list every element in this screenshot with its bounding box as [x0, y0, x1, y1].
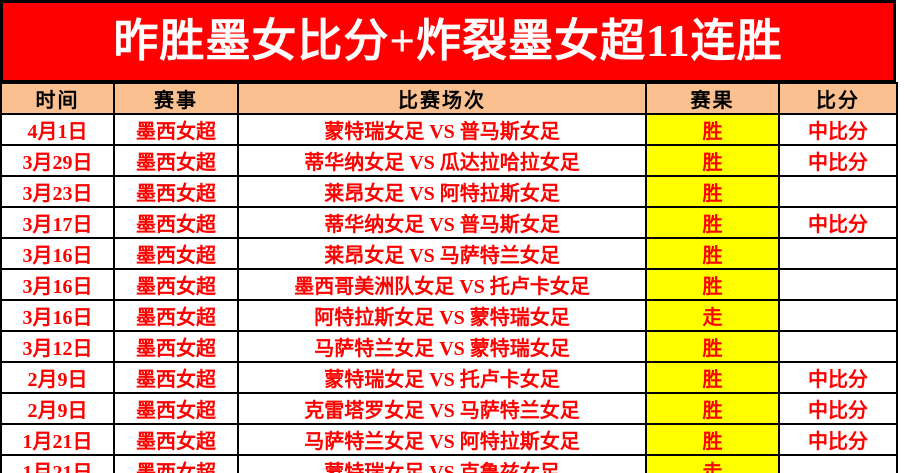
score-cell: 中比分	[778, 113, 898, 146]
table-row: 2月9日 墨西女超 克雷塔罗女足 VS 马萨特兰女足胜中比分	[0, 392, 898, 425]
result-cell: 走	[645, 299, 780, 332]
match-cell: 马萨特兰女足 VS 蒙特瑞女足	[237, 330, 647, 363]
match-cell: 蒙特瑞女足 VS 克鲁兹女足	[237, 454, 647, 473]
match-cell: 蒂华纳女足 VS 普马斯女足	[237, 206, 647, 239]
date-cell: 2月9日	[0, 392, 115, 425]
result-cell: 走	[645, 454, 780, 473]
date-cell: 1月21日	[0, 423, 115, 456]
match-cell: 克雷塔罗女足 VS 马萨特兰女足	[237, 392, 647, 425]
date-cell: 3月16日	[0, 237, 115, 270]
result-cell: 胜	[645, 361, 780, 394]
league-cell: 墨西女超	[113, 361, 239, 394]
match-cell: 阿特拉斯女足 VS 蒙特瑞女足	[237, 299, 647, 332]
col-header-score: 比分	[778, 82, 898, 115]
score-cell	[778, 237, 898, 270]
league-cell: 墨西女超	[113, 268, 239, 301]
date-cell: 3月23日	[0, 175, 115, 208]
score-cell	[778, 175, 898, 208]
page-title: 昨胜墨女比分+炸裂墨女超11连胜	[113, 16, 783, 66]
result-cell: 胜	[645, 237, 780, 270]
score-cell: 中比分	[778, 206, 898, 239]
match-cell: 马萨特兰女足 VS 阿特拉斯女足	[237, 423, 647, 456]
table-row: 1月21日 墨西女超 马萨特兰女足 VS 阿特拉斯女足胜中比分	[0, 423, 898, 456]
match-cell: 蒙特瑞女足 VS 普马斯女足	[237, 113, 647, 146]
table-row: 3月12日 墨西女超 马萨特兰女足 VS 蒙特瑞女足胜	[0, 330, 898, 363]
result-cell: 胜	[645, 144, 780, 177]
table-row: 3月29日 墨西女超 蒂华纳女足 VS 瓜达拉哈拉女足胜中比分	[0, 144, 898, 177]
result-cell: 胜	[645, 268, 780, 301]
date-cell: 3月29日	[0, 144, 115, 177]
table-row: 4月1日 墨西女超 蒙特瑞女足 VS 普马斯女足胜中比分	[0, 113, 898, 146]
table-row: 3月17日 墨西女超 蒂华纳女足 VS 普马斯女足胜中比分	[0, 206, 898, 239]
score-cell: 中比分	[778, 361, 898, 394]
league-cell: 墨西女超	[113, 144, 239, 177]
date-cell: 3月17日	[0, 206, 115, 239]
match-cell: 莱昂女足 VS 阿特拉斯女足	[237, 175, 647, 208]
league-cell: 墨西女超	[113, 237, 239, 270]
score-cell: 中比分	[778, 423, 898, 456]
score-cell	[778, 454, 898, 473]
date-cell: 3月12日	[0, 330, 115, 363]
score-cell	[778, 299, 898, 332]
table-row: 3月16日 墨西女超 墨西哥美洲队女足 VS 托卢卡女足胜	[0, 268, 898, 301]
league-cell: 墨西女超	[113, 113, 239, 146]
col-header-match: 比赛场次	[237, 82, 647, 115]
result-cell: 胜	[645, 392, 780, 425]
table-row: 1月21日 墨西女超 蒙特瑞女足 VS 克鲁兹女足走	[0, 454, 898, 473]
league-cell: 墨西女超	[113, 423, 239, 456]
col-header-time: 时间	[0, 82, 115, 115]
league-cell: 墨西女超	[113, 392, 239, 425]
date-cell: 4月1日	[0, 113, 115, 146]
result-cell: 胜	[645, 175, 780, 208]
col-header-result: 赛果	[645, 82, 780, 115]
score-cell	[778, 268, 898, 301]
col-header-league: 赛事	[113, 82, 239, 115]
score-cell: 中比分	[778, 144, 898, 177]
result-cell: 胜	[645, 206, 780, 239]
result-cell: 胜	[645, 330, 780, 363]
league-cell: 墨西女超	[113, 454, 239, 473]
score-cell: 中比分	[778, 392, 898, 425]
date-cell: 3月16日	[0, 268, 115, 301]
header-row: 时间 赛事 比赛场次 赛果 比分	[0, 82, 898, 115]
table-row: 3月16日 墨西女超 阿特拉斯女足 VS 蒙特瑞女足走	[0, 299, 898, 332]
league-cell: 墨西女超	[113, 175, 239, 208]
date-cell: 1月21日	[0, 454, 115, 473]
date-cell: 3月16日	[0, 299, 115, 332]
table-row: 2月9日 墨西女超 蒙特瑞女足 VS 托卢卡女足胜中比分	[0, 361, 898, 394]
results-table: 时间 赛事 比赛场次 赛果 比分 4月1日 墨西女超 蒙特瑞女足 VS 普马斯女足胜…	[0, 82, 898, 473]
league-cell: 墨西女超	[113, 206, 239, 239]
date-cell: 2月9日	[0, 361, 115, 394]
league-cell: 墨西女超	[113, 330, 239, 363]
match-cell: 莱昂女足 VS 马萨特兰女足	[237, 237, 647, 270]
result-cell: 胜	[645, 113, 780, 146]
match-cell: 蒂华纳女足 VS 瓜达拉哈拉女足	[237, 144, 647, 177]
score-cell	[778, 330, 898, 363]
result-cell: 胜	[645, 423, 780, 456]
title-banner: 昨胜墨女比分+炸裂墨女超11连胜	[0, 0, 896, 83]
table-row: 3月23日 墨西女超 莱昂女足 VS 阿特拉斯女足胜	[0, 175, 898, 208]
match-cell: 蒙特瑞女足 VS 托卢卡女足	[237, 361, 647, 394]
match-cell: 墨西哥美洲队女足 VS 托卢卡女足	[237, 268, 647, 301]
league-cell: 墨西女超	[113, 299, 239, 332]
table-row: 3月16日 墨西女超 莱昂女足 VS 马萨特兰女足胜	[0, 237, 898, 270]
